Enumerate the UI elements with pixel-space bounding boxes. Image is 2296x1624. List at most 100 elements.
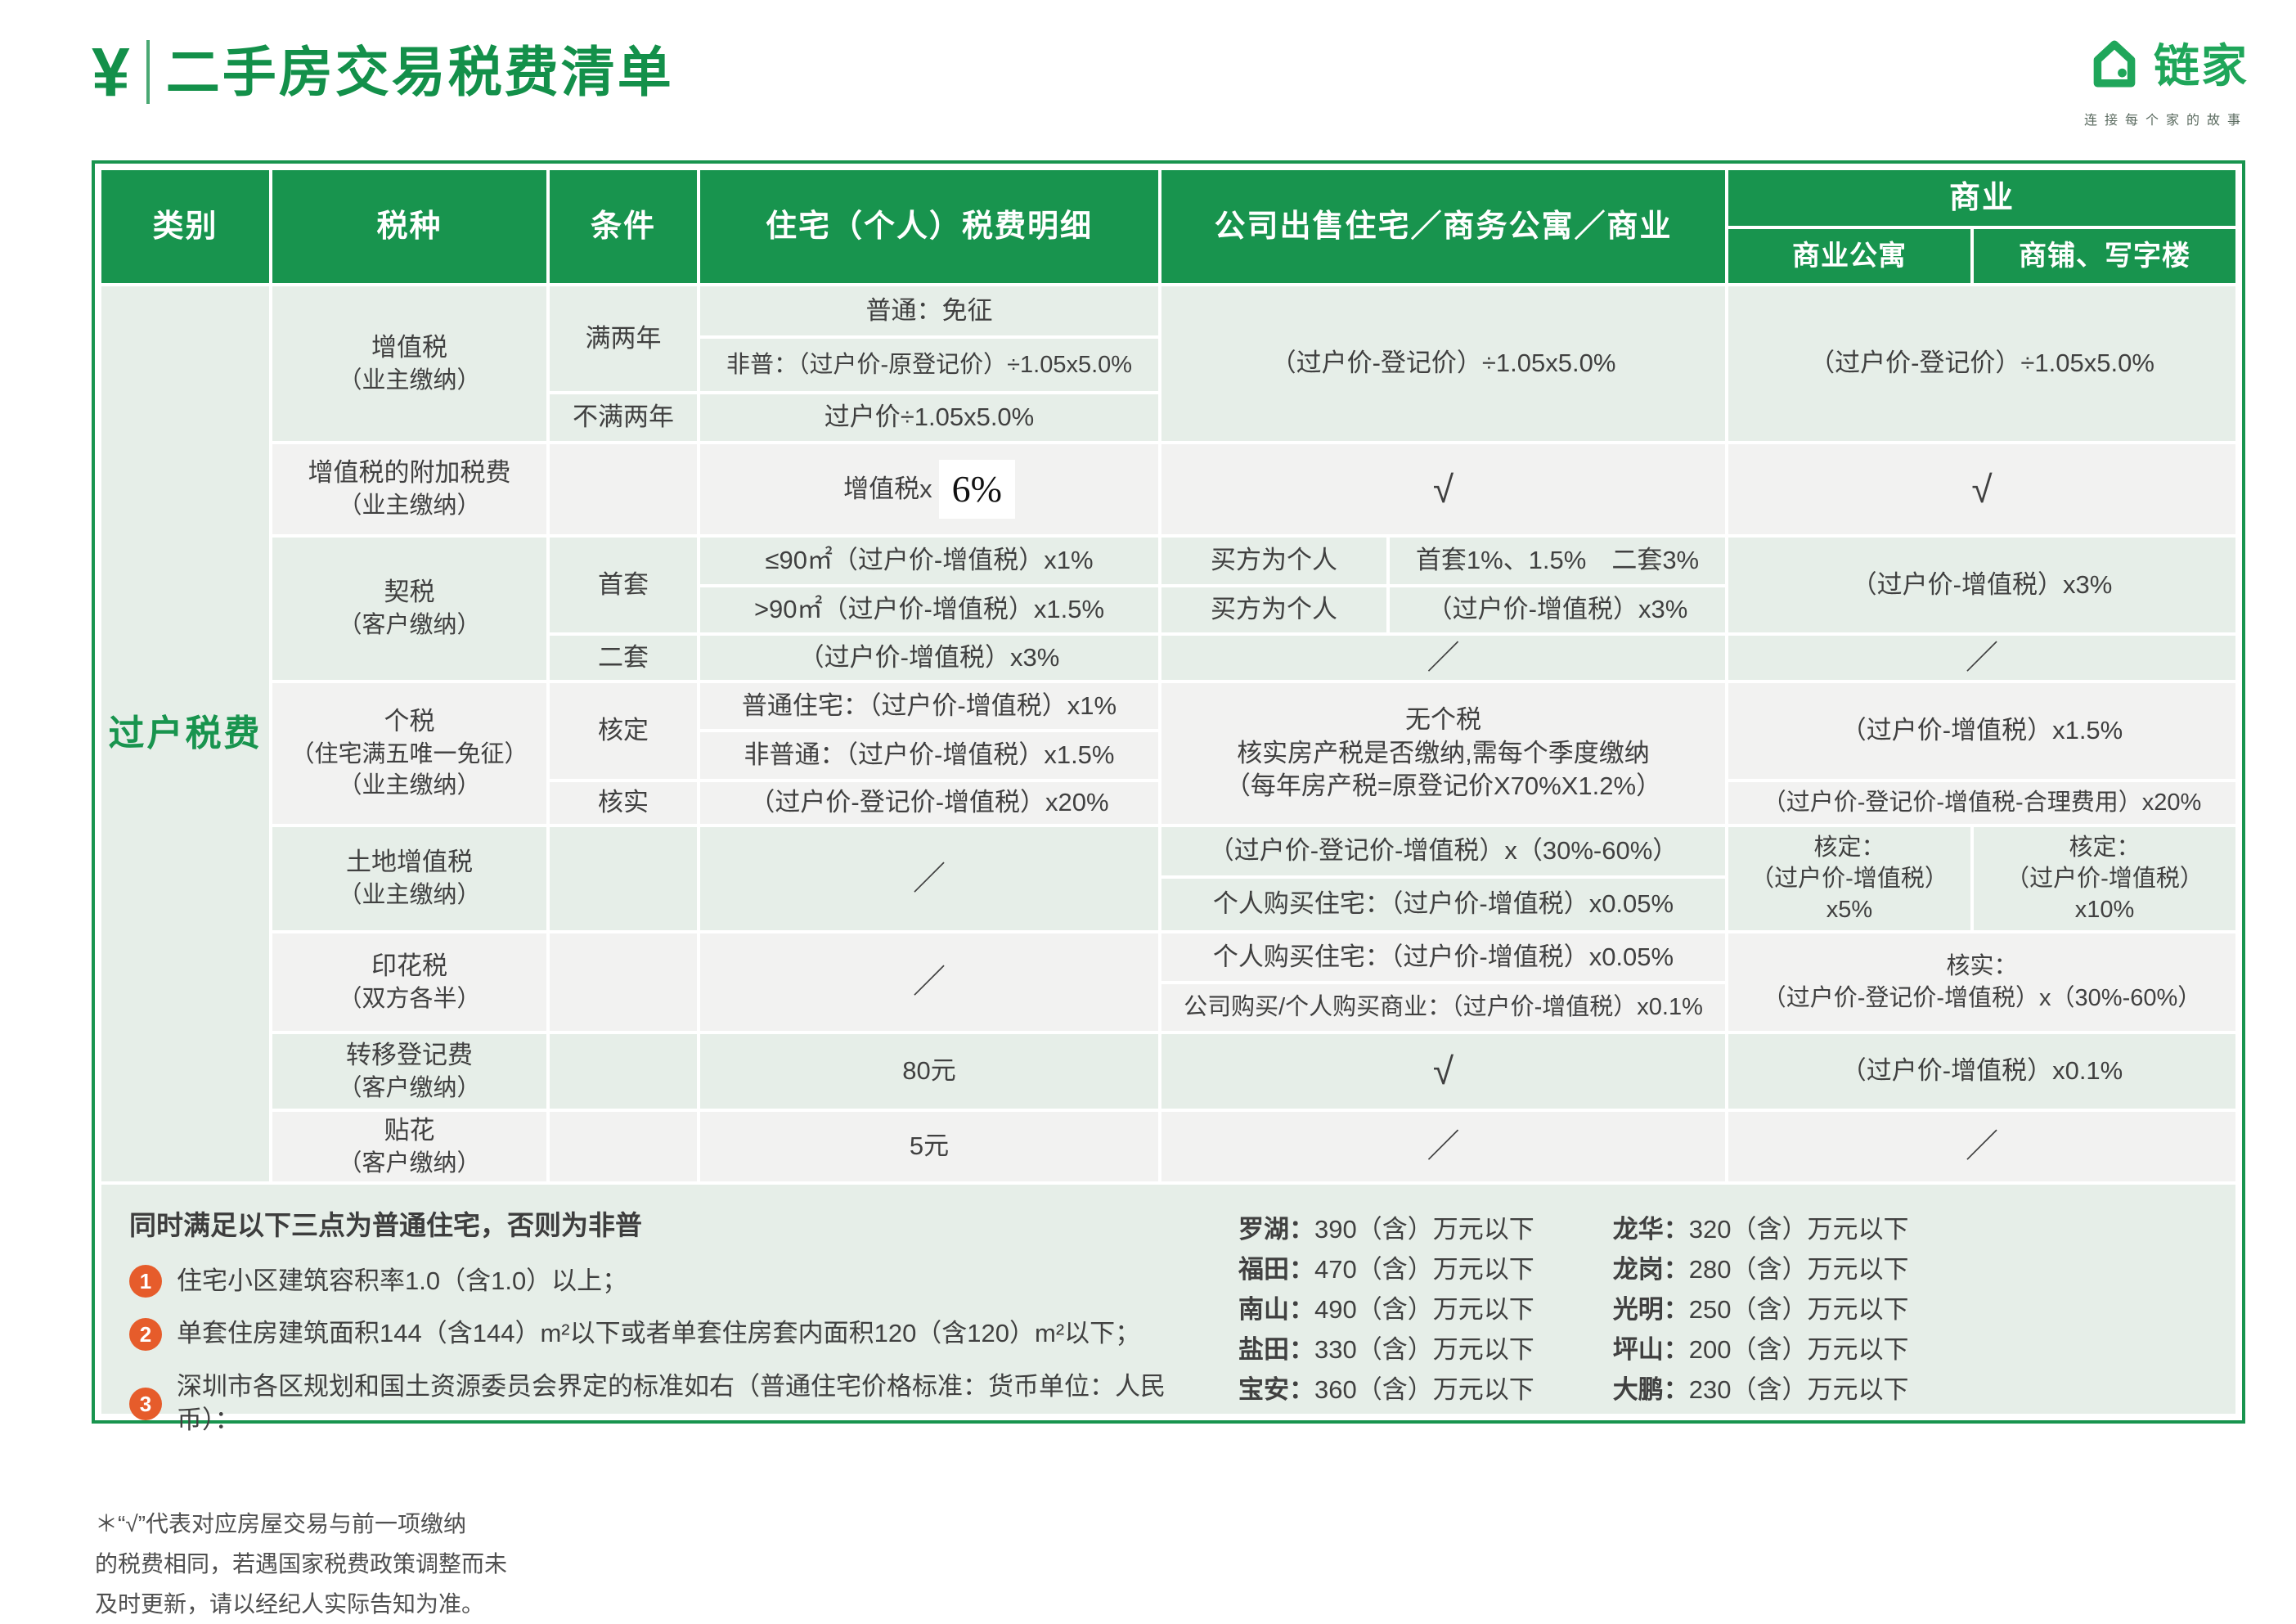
note-text: 住宅小区建筑容积率1.0（含1.0）以上； — [177, 1266, 628, 1295]
district-line: 盐田：330（含）万元以下 — [1238, 1335, 1534, 1364]
lianjia-brand-text: 链家 — [2154, 39, 2249, 92]
district-column-right: 龙华：320（含）万元以下 龙岗：280（含）万元以下 光明：250（含）万元以… — [1613, 1209, 1909, 1410]
sticker-cond-empty — [550, 1112, 697, 1181]
lianjia-logo: 链家 连接每个家的故事 — [2083, 33, 2249, 128]
note-item-3: 3 深圳市各区规划和国土资源委员会界定的标准如右（普通住宅价格标准：货币单位：人… — [129, 1370, 1217, 1437]
note-text: 单套住房建筑面积144（含144）m²以下或者单套住房套内面积120（含120）… — [177, 1319, 1141, 1348]
sticker-company: ／ — [1161, 1112, 1725, 1181]
district-line: 宝安：360（含）万元以下 — [1238, 1375, 1534, 1404]
transfer-fee-cond-empty — [550, 1034, 697, 1109]
surcharge-cond-empty — [550, 444, 697, 534]
deed-company-buyer2: 买方为个人 — [1161, 587, 1386, 632]
surcharge-company: √ — [1161, 444, 1725, 534]
land-vat-res: ／ — [700, 827, 1158, 930]
deed-label: 契税 （客户缴纳） — [272, 538, 546, 680]
footnote-line-3: 及时更新，请以经纪人实际告知为准。 — [95, 1591, 485, 1617]
land-vat-shop-office: 核定： （过户价-增值税） x10% — [1974, 827, 2235, 930]
stamp-res: ／ — [700, 933, 1158, 1031]
footnote-line-2: 的税费相同，若遇国家税费政策调整而未 — [95, 1551, 508, 1577]
stamp-company-commercial: 公司购买/个人购买商业：（过户价-增值税）x0.1% — [1161, 984, 1725, 1031]
footnote-line-1: ＊“√”代表对应房屋交易与前一项缴纳 — [95, 1511, 467, 1536]
note-number-badge: 3 — [129, 1388, 162, 1421]
deed-company-buyer1: 买方为个人 — [1161, 538, 1386, 584]
header-commercial: 商业 — [1728, 170, 2235, 226]
surcharge-commercial: √ — [1728, 444, 2235, 534]
deed-company-rate2: （过户价-增值税）x3% — [1390, 587, 1725, 632]
header-tax-type: 税种 — [272, 170, 546, 283]
land-vat-cond-empty — [550, 827, 697, 930]
deed-company-rate1: 首套1%、1.5% 二套3% — [1390, 538, 1725, 584]
district-line: 福田：470（含）万元以下 — [1238, 1255, 1534, 1284]
district-line: 光明：250（含）万元以下 — [1612, 1295, 1909, 1324]
header-company: 公司出售住宅／商务公寓／商业 — [1161, 170, 1725, 283]
surcharge-rate-box: 6% — [938, 459, 1015, 520]
income-tax-commercial-assessed: （过户价-增值税）x1.5% — [1728, 683, 2235, 779]
note-item-1: 1 住宅小区建筑容积率1.0（含1.0）以上； — [129, 1265, 1217, 1298]
stamp-commercial: 核实： （过户价-登记价-增值税）x（30%-60%） — [1728, 933, 2235, 1031]
vat-cond-over2y: 满两年 — [550, 286, 697, 391]
district-line: 坪山：200（含）万元以下 — [1612, 1335, 1909, 1364]
district-line: 大鹏：230（含）万元以下 — [1612, 1375, 1909, 1404]
page-header: ¥ 二手房交易税费清单 — [92, 38, 674, 106]
land-vat-company-personal: 个人购买住宅：（过户价-增值税）x0.05% — [1161, 879, 1725, 930]
header-commercial-apartment: 商业公寓 — [1728, 229, 1970, 283]
lianjia-logo-row: 链家 — [2083, 33, 2249, 99]
income-tax-res-nonordinary: 非普通：（过户价-增值税）x1.5% — [700, 732, 1158, 779]
yen-icon: ¥ — [92, 34, 130, 110]
sticker-commercial: ／ — [1728, 1112, 2235, 1181]
deed-commercial-second: ／ — [1728, 636, 2235, 680]
vat-res-under2y: 过户价÷1.05x5.0% — [700, 394, 1158, 441]
vat-label: 增值税 （业主缴纳） — [272, 286, 546, 441]
note-text: 深圳市各区规划和国土资源委员会界定的标准如右（普通住宅价格标准：货币单位：人民币… — [177, 1372, 1166, 1435]
header-residential: 住宅（个人）税费明细 — [700, 170, 1158, 283]
district-line: 龙华：320（含）万元以下 — [1612, 1215, 1909, 1244]
category-transfer-taxes: 过户税费 — [101, 286, 269, 1181]
notes-title: 同时满足以下三点为普通住宅，否则为非普 — [129, 1210, 642, 1240]
deed-res-second: （过户价-增值税）x3% — [700, 636, 1158, 680]
header-condition: 条件 — [550, 170, 697, 283]
land-vat-company-general: （过户价-登记价-增值税）x（30%-60%） — [1161, 827, 1725, 875]
income-tax-cond-verified: 核实 — [550, 782, 697, 824]
sticker-res: 5元 — [700, 1112, 1158, 1181]
vat-company: （过户价-登记价）÷1.05x5.0% — [1161, 286, 1725, 441]
income-tax-cond-assessed: 核定 — [550, 683, 697, 779]
footnote: ＊“√”代表对应房屋交易与前一项缴纳 的税费相同，若遇国家税费政策调整而未 及时… — [95, 1504, 507, 1624]
title-divider — [146, 40, 150, 104]
district-line: 龙岗：280（含）万元以下 — [1612, 1255, 1909, 1284]
stamp-company-personal: 个人购买住宅：（过户价-增值税）x0.05% — [1161, 933, 1725, 981]
income-tax-res-ordinary: 普通住宅：（过户价-增值税）x1% — [700, 683, 1158, 729]
deed-cond-second: 二套 — [550, 636, 697, 680]
surcharge-label: 增值税的附加税费 （业主缴纳） — [272, 444, 546, 534]
district-line: 南山：490（含）万元以下 — [1238, 1295, 1534, 1324]
transfer-fee-commercial: （过户价-增值税）x0.1% — [1728, 1034, 2235, 1109]
transfer-fee-res: 80元 — [700, 1034, 1158, 1109]
tax-table: 类别 税种 条件 住宅（个人）税费明细 公司出售住宅／商务公寓／商业 商业 商业… — [92, 160, 2245, 1434]
vat-res-nonordinary: 非普：（过户价-原登记价）÷1.05x5.0% — [700, 339, 1158, 391]
vat-commercial: （过户价-登记价）÷1.05x5.0% — [1728, 286, 2235, 441]
income-tax-label: 个税 （住宅满五唯一免征） （业主缴纳） — [272, 683, 546, 824]
deed-res-le90: ≤90㎡（过户价-增值税）x1% — [700, 538, 1158, 584]
deed-company-second: ／ — [1161, 636, 1725, 680]
header-category: 类别 — [101, 170, 269, 283]
surcharge-res: 增值税x 6% — [700, 444, 1158, 534]
deed-res-gt90: >90㎡（过户价-增值税）x1.5% — [700, 587, 1158, 632]
vat-res-ordinary: 普通：免征 — [700, 286, 1158, 335]
lianjia-tagline: 连接每个家的故事 — [2083, 114, 2248, 128]
income-tax-res-verified: （过户价-登记价-增值税）x20% — [700, 782, 1158, 824]
tax-table-grid: 类别 税种 条件 住宅（个人）税费明细 公司出售住宅／商务公寓／商业 商业 商业… — [101, 170, 2235, 1434]
district-column-left: 罗湖：390（含）万元以下 福田：470（含）万元以下 南山：490（含）万元以… — [1238, 1209, 1534, 1410]
note-number-badge: 2 — [129, 1317, 162, 1351]
stamp-label: 印花税 （双方各半） — [272, 933, 546, 1031]
note-item-2: 2 单套住房建筑面积144（含144）m²以下或者单套住房套内面积120（含12… — [129, 1317, 1217, 1351]
header-shop-office: 商铺、写字楼 — [1974, 229, 2235, 283]
income-tax-commercial-verified: （过户价-登记价-增值税-合理费用）x20% — [1728, 782, 2235, 824]
vat-cond-under2y: 不满两年 — [550, 394, 697, 441]
land-vat-label: 土地增值税 （业主缴纳） — [272, 827, 546, 930]
district-price-list: 罗湖：390（含）万元以下 福田：470（含）万元以下 南山：490（含）万元以… — [1238, 1209, 1908, 1410]
income-tax-company: 无个税 核实房产税是否缴纳,需每个季度缴纳 （每年房产税=原登记价X70%X1.… — [1161, 683, 1725, 824]
land-vat-commercial-apartment: 核定： （过户价-增值税） x5% — [1728, 827, 1970, 930]
note-number-badge: 1 — [129, 1265, 162, 1298]
transfer-fee-label: 转移登记费 （客户缴纳） — [272, 1034, 546, 1109]
district-line: 罗湖：390（含）万元以下 — [1238, 1215, 1534, 1244]
notes-criteria: 同时满足以下三点为普通住宅，否则为非普 1 住宅小区建筑容积率1.0（含1.0）… — [129, 1208, 1217, 1437]
